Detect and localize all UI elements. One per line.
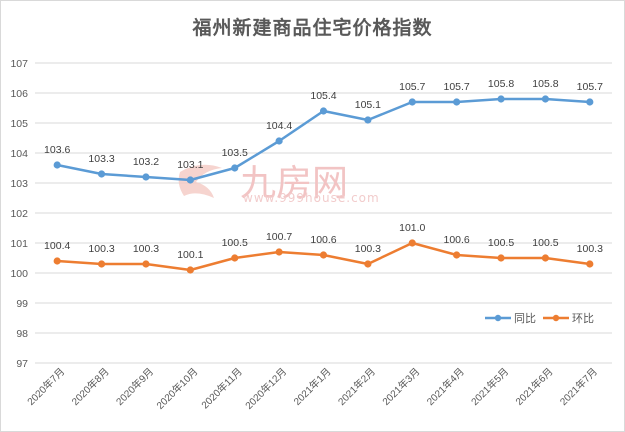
data-point[interactable] [541,254,550,262]
legend-label: 同比 [514,312,536,325]
y-tick-label: 107 [10,58,28,70]
data-point[interactable] [319,107,328,115]
gridlines [35,62,612,364]
data-point[interactable] [142,173,150,181]
x-tick-label: 2021年5月 [468,365,511,408]
data-label: 105.7 [399,81,425,93]
data-label: 100.3 [133,243,159,255]
y-tick-label: 103 [10,178,28,190]
x-tick-label: 2021年7月 [557,365,600,408]
data-label: 103.3 [88,153,114,165]
data-label: 105.4 [310,90,336,102]
data-label: 100.3 [88,243,114,255]
data-point[interactable] [186,176,194,184]
data-label: 100.3 [355,243,381,255]
data-point[interactable] [586,260,594,268]
data-label: 100.6 [444,234,470,246]
data-label: 105.1 [355,99,381,111]
chart-title: 福州新建商品住宅价格指数 [192,17,433,39]
data-label: 100.3 [577,243,603,255]
data-label: 100.6 [310,234,336,246]
data-point[interactable] [586,98,594,106]
x-tick-label: 2020年8月 [69,365,112,408]
data-point[interactable] [453,98,461,106]
data-label: 100.7 [266,231,292,243]
data-label: 101.0 [399,222,425,234]
legend-label: 环比 [572,312,594,325]
data-point[interactable] [408,239,416,247]
y-axis: 97 98 99 100 101 102 103 104 105 106 107 [10,58,28,370]
data-label: 100.5 [222,237,248,249]
data-point[interactable] [497,254,505,262]
data-point[interactable] [231,164,239,172]
x-tick-label: 2020年10月 [154,365,201,412]
data-point[interactable] [53,161,61,169]
data-label: 105.8 [488,78,514,90]
legend: 同比 环比 [485,312,594,325]
series-yoy: 103.6 103.3 103.2 103.1 103.5 104.4 105.4 105.1… [44,78,603,184]
data-point[interactable] [275,248,283,256]
watermark-logo-icon [178,164,222,198]
x-tick-label: 2020年12月 [242,365,289,412]
data-point[interactable] [53,257,61,265]
watermark-text: 九房网 [240,163,348,204]
data-label: 103.1 [177,159,203,171]
data-label: 103.5 [222,147,248,159]
x-tick-label: 2020年9月 [113,365,156,408]
legend-marker-icon [494,314,502,322]
y-tick-label: 104 [10,148,28,160]
data-label: 100.4 [44,240,70,252]
x-tick-label: 2021年1月 [291,365,334,408]
x-tick-label: 2021年6月 [513,365,556,408]
data-point[interactable] [231,254,239,262]
y-tick-label: 98 [16,328,28,340]
legend-item-mom[interactable]: 环比 [543,312,594,325]
data-point[interactable] [97,260,106,268]
legend-marker-icon [552,314,560,322]
data-point[interactable] [453,251,461,259]
data-label: 105.7 [444,81,470,93]
data-point[interactable] [275,137,283,145]
x-tick-label: 2021年2月 [335,365,378,408]
y-tick-label: 101 [10,238,28,250]
y-tick-label: 105 [10,118,28,130]
data-label: 105.8 [532,78,558,90]
data-point[interactable] [408,98,416,106]
data-point[interactable] [541,95,550,103]
data-label: 105.7 [577,81,603,93]
data-point[interactable] [497,95,505,103]
watermark-url: www.999house.com [243,191,380,205]
x-tick-label: 2021年3月 [379,365,422,408]
data-point[interactable] [364,260,372,268]
series-mom: 100.4 100.3 100.3 100.1 100.5 100.7 100.6 100.3… [44,222,603,274]
data-label: 103.6 [44,144,70,156]
data-label: 100.1 [177,249,203,261]
data-label: 100.5 [488,237,514,249]
y-tick-label: 97 [16,358,28,370]
data-label: 100.5 [532,237,558,249]
data-point[interactable] [142,260,150,268]
data-label: 104.4 [266,120,292,132]
x-tick-label: 2021年4月 [424,365,467,408]
y-tick-label: 99 [16,298,28,310]
y-tick-label: 102 [10,208,28,220]
y-tick-label: 100 [10,268,28,280]
data-point[interactable] [319,251,328,259]
legend-item-yoy[interactable]: 同比 [485,312,536,325]
data-point[interactable] [97,170,106,178]
data-label: 103.2 [133,156,159,168]
data-point[interactable] [364,116,372,124]
x-tick-label: 2020年11月 [198,365,244,411]
data-point[interactable] [186,266,194,274]
y-tick-label: 106 [10,88,28,100]
x-tick-label: 2020年7月 [24,365,67,408]
